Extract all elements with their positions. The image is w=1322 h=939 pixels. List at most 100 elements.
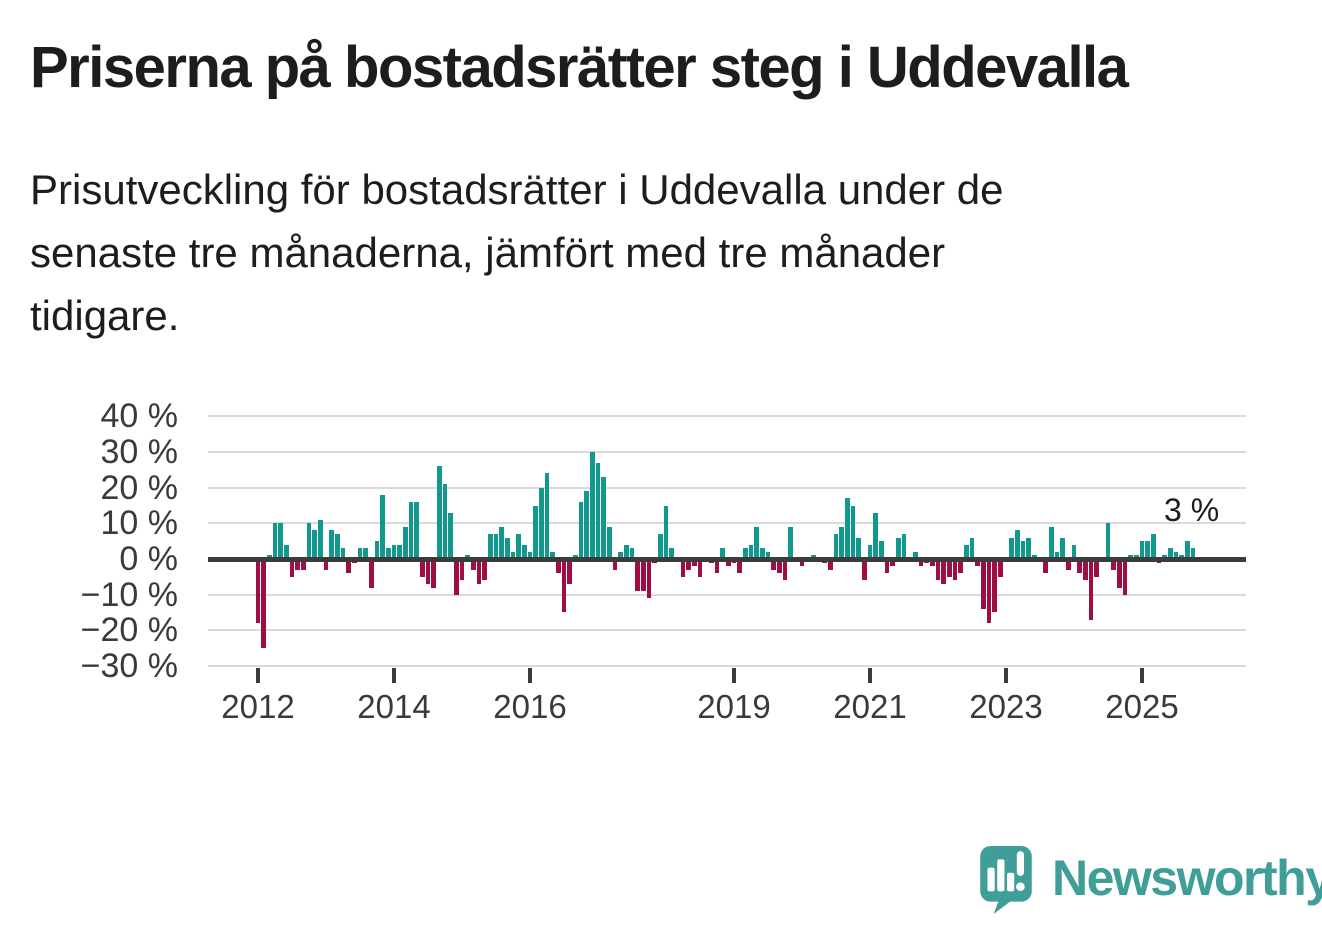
- bar-month-91: [771, 559, 776, 570]
- y-tick-label: 10 %: [100, 504, 179, 543]
- bar-month-101: [828, 559, 833, 570]
- bar-month-96: [799, 559, 805, 567]
- bar-month-139: [1043, 559, 1048, 574]
- bar-month-85: [737, 559, 742, 574]
- bar-month-35: [454, 559, 459, 595]
- bar-month-123: [952, 559, 958, 581]
- bar-month-8: [301, 559, 306, 570]
- bar-month-32: [437, 466, 442, 559]
- bar-month-30: [425, 559, 431, 584]
- bar-month-25: [397, 544, 402, 559]
- bar-month-116: [913, 551, 918, 559]
- bar-month-46: [516, 534, 521, 559]
- bar-month-143: [1066, 559, 1071, 570]
- bar-month-152: [1117, 559, 1122, 588]
- bar-month-31: [431, 559, 436, 588]
- bar-month-43: [499, 526, 504, 559]
- bar-month-23: [386, 548, 391, 559]
- bar-month-134: [1015, 530, 1020, 559]
- y-tick-label: 0 %: [119, 540, 178, 578]
- bar-month-33: [442, 484, 448, 559]
- bar-month-14: [335, 534, 340, 559]
- gridline: [208, 664, 1246, 667]
- bar-month-24: [391, 544, 397, 559]
- bar-month-0: [255, 559, 261, 624]
- x-tick-label-2016: 2016: [493, 688, 567, 725]
- bar-month-140: [1049, 526, 1054, 559]
- bar-month-42: [493, 534, 499, 559]
- bar-month-165: [1190, 548, 1196, 559]
- bar-month-157: [1145, 541, 1150, 559]
- logo-exclamation-stem: [1016, 851, 1025, 876]
- bar-month-103: [839, 526, 844, 559]
- bar-month-47: [522, 544, 527, 559]
- bar-month-66: [629, 548, 635, 559]
- bar-month-129: [986, 559, 992, 624]
- bar-month-145: [1077, 559, 1082, 574]
- x-tick-label-2014: 2014: [357, 688, 431, 725]
- bar-month-68: [641, 559, 646, 592]
- bar-month-64: [618, 551, 623, 559]
- chart-title: Priserna på bostadsrätter steg i Uddeval…: [30, 35, 1129, 100]
- bar-month-88: [754, 526, 759, 559]
- bar-month-5: [284, 544, 289, 559]
- bar-month-26: [403, 526, 408, 559]
- bar-month-13: [329, 530, 334, 559]
- bar-month-122: [947, 559, 952, 577]
- bar-month-19: [363, 548, 368, 559]
- bar-month-9: [306, 523, 312, 559]
- y-tick-label: 20 %: [100, 468, 179, 507]
- bar-month-121: [941, 559, 946, 584]
- bar-month-10: [312, 530, 317, 559]
- chart-subtitle: Prisutveckling för bostadsrätter i Uddev…: [30, 158, 1004, 347]
- y-tick-label: −10 %: [80, 575, 178, 614]
- bar-month-57: [578, 501, 584, 559]
- logo-bar-1: [987, 867, 995, 892]
- bar-month-44: [505, 537, 510, 559]
- bar-month-48: [527, 551, 533, 559]
- bar-month-72: [663, 505, 669, 559]
- bar-month-4: [278, 523, 283, 559]
- bar-month-89: [760, 548, 765, 559]
- bar-month-87: [748, 544, 754, 559]
- bar-month-41: [488, 534, 493, 559]
- bar-month-120: [935, 559, 941, 581]
- bar-month-15: [340, 548, 346, 559]
- bar-month-12: [323, 559, 329, 570]
- x-tick-2025: [1140, 668, 1144, 683]
- bar-month-60: [595, 462, 601, 559]
- bar-month-59: [590, 452, 595, 559]
- bar-month-105: [850, 505, 856, 559]
- bar-month-65: [624, 544, 629, 559]
- bar-month-93: [782, 559, 788, 581]
- gridline: [208, 451, 1246, 454]
- bar-month-71: [658, 534, 663, 559]
- x-tick-label-2012: 2012: [221, 688, 295, 725]
- bar-month-51: [544, 473, 550, 559]
- x-tick-2023: [1004, 668, 1008, 683]
- bar-month-36: [459, 559, 465, 581]
- newsworthy-logo-text: Newsworthy: [1052, 850, 1322, 906]
- bar-month-69: [646, 559, 652, 599]
- y-tick-label: 40 %: [100, 397, 179, 436]
- bar-month-67: [635, 559, 640, 592]
- bar-month-61: [601, 476, 606, 559]
- bar-month-109: [873, 512, 878, 559]
- subtitle-line-1: Prisutveckling för bostadsrätter i Uddev…: [30, 166, 1004, 213]
- bar-month-124: [958, 559, 963, 574]
- bar-month-111: [884, 559, 890, 574]
- gridline: [208, 486, 1246, 489]
- bar-month-146: [1083, 559, 1088, 581]
- bar-month-11: [318, 519, 323, 559]
- bar-month-21: [374, 541, 380, 559]
- y-tick-label: 30 %: [100, 433, 179, 472]
- bar-month-1: [261, 559, 266, 649]
- x-tick-2021: [868, 668, 872, 683]
- bar-month-63: [612, 559, 618, 570]
- newsworthy-logo: Newsworthy: [980, 846, 1322, 914]
- bar-month-20: [369, 559, 374, 588]
- gridline: [208, 593, 1246, 596]
- bar-month-18: [357, 548, 363, 559]
- gridline: [208, 629, 1246, 632]
